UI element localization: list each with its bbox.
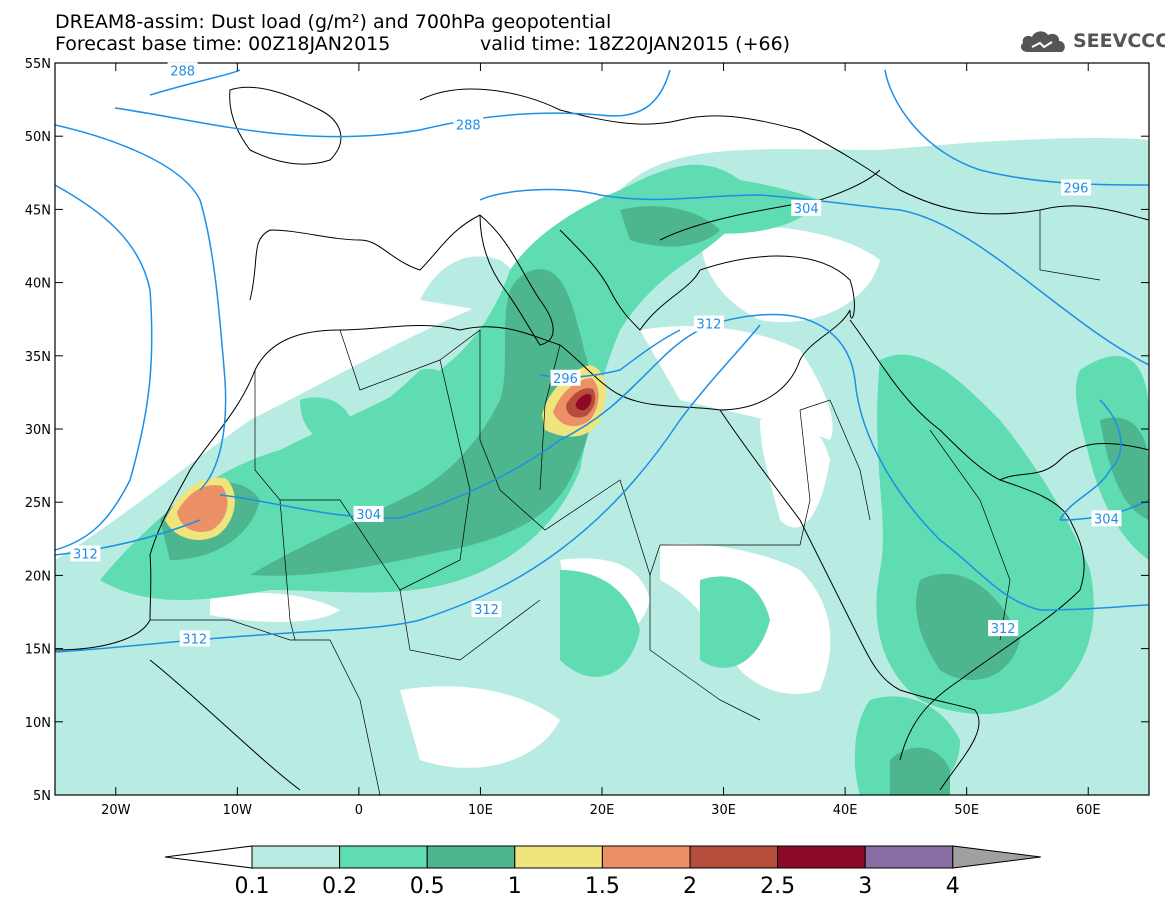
colorbar-segment xyxy=(514,845,603,869)
contour-label-text: 288 xyxy=(456,118,481,133)
lon-tick-label: 10W xyxy=(223,803,253,818)
forecast-base-time: Forecast base time: 00Z18JAN2015 xyxy=(55,33,391,55)
contour-label-text: 312 xyxy=(182,632,207,647)
lon-tick-label: 60E xyxy=(1076,803,1101,818)
colorbar-label: 3 xyxy=(858,874,872,899)
map-title: DREAM8-assim: Dust load (g/m²) and 700hP… xyxy=(55,11,612,33)
contour-label: 312 xyxy=(179,630,210,647)
contour-label: 296 xyxy=(550,369,581,387)
colorbar-segment xyxy=(426,845,516,869)
contour-label: 312 xyxy=(988,620,1019,637)
colorbar-label: 1 xyxy=(508,874,522,899)
lat-tick-label: 45N xyxy=(25,203,51,218)
contour-label: 304 xyxy=(353,505,384,523)
lon-tick-label: 10E xyxy=(468,803,493,818)
colorbar-label: 0.1 xyxy=(235,874,270,899)
cloud-icon xyxy=(1020,31,1065,52)
colorbar-label: 4 xyxy=(946,874,960,899)
contour-label-text: 304 xyxy=(794,202,819,217)
dust-field xyxy=(55,70,1149,795)
contour-label: 296 xyxy=(1061,179,1092,196)
contour-label-text: 304 xyxy=(1094,512,1119,527)
lat-tick-label: 10N xyxy=(25,716,51,731)
lon-tick-label: 40E xyxy=(833,803,858,818)
valid-time: valid time: 18Z20JAN2015 (+66) xyxy=(480,33,791,55)
lat-tick-label: 55N xyxy=(25,57,51,72)
contour-label-text: 312 xyxy=(991,622,1016,637)
colorbar-label: 2 xyxy=(683,874,697,899)
colorbar-segment xyxy=(864,845,954,869)
contour-label: 312 xyxy=(70,545,101,562)
contour-labels: 288 288 296 304 312 296 304 304 312 312 312 312 xyxy=(70,62,1122,647)
colorbar-segment xyxy=(251,845,341,869)
lat-tick-label: 40N xyxy=(25,277,51,292)
contour-label-text: 296 xyxy=(1064,181,1089,196)
colorbar-label: 0.5 xyxy=(410,874,445,899)
country-borders xyxy=(150,210,1101,795)
contour-label: 304 xyxy=(1091,510,1122,527)
contour-label: 312 xyxy=(471,601,502,618)
lon-tick-label: 30E xyxy=(711,803,736,818)
colorbar-segment xyxy=(601,845,691,869)
colorbar-segment xyxy=(339,845,428,869)
colorbar-label: 2.5 xyxy=(760,874,795,899)
contour-label-text: 288 xyxy=(170,64,195,79)
longitude-axis: 20W 10W 0 10E 20E 30E 40E 50E 60E xyxy=(101,63,1101,818)
lat-tick-label: 30N xyxy=(25,423,51,438)
colorbar: 0.1 0.2 0.5 1 1.5 2 2.5 3 4 xyxy=(164,845,1041,899)
contour-label: 312 xyxy=(693,315,724,333)
lon-tick-label: 20E xyxy=(590,803,615,818)
contour-label-text: 312 xyxy=(697,318,722,333)
contour-label-text: 312 xyxy=(73,547,98,562)
colorbar-low-triangle xyxy=(164,845,253,869)
contour-label-text: 304 xyxy=(356,508,381,523)
lon-tick-label: 20W xyxy=(101,803,131,818)
logo-text: SEEVCCC xyxy=(1073,30,1165,52)
colorbar-segment xyxy=(689,845,779,869)
lon-tick-label: 50E xyxy=(954,803,979,818)
colorbar-segment xyxy=(777,845,866,869)
contour-label-text: 312 xyxy=(474,603,499,618)
colorbar-label: 1.5 xyxy=(585,874,620,899)
colorbar-high-triangle xyxy=(952,845,1041,869)
lon-tick-label: 0 xyxy=(355,803,363,818)
contour-label: 288 xyxy=(453,116,484,133)
lat-tick-label: 15N xyxy=(25,643,51,658)
lat-tick-label: 25N xyxy=(25,496,51,511)
seevccc-logo: SEEVCCC xyxy=(1018,27,1165,55)
latitude-axis: 55N 50N 45N 40N 35N 30N 25N 20N 15N 10N 5N xyxy=(25,57,1149,804)
lat-tick-label: 35N xyxy=(25,350,51,365)
contour-label: 288 xyxy=(167,62,198,79)
contour-label-text: 296 xyxy=(553,372,578,387)
dust-layer-2.5 xyxy=(575,393,592,411)
lat-tick-label: 5N xyxy=(33,789,51,804)
contour-label: 304 xyxy=(791,199,822,217)
lat-tick-label: 50N xyxy=(25,130,51,145)
colorbar-label: 0.2 xyxy=(322,874,357,899)
lat-tick-label: 20N xyxy=(25,569,51,584)
